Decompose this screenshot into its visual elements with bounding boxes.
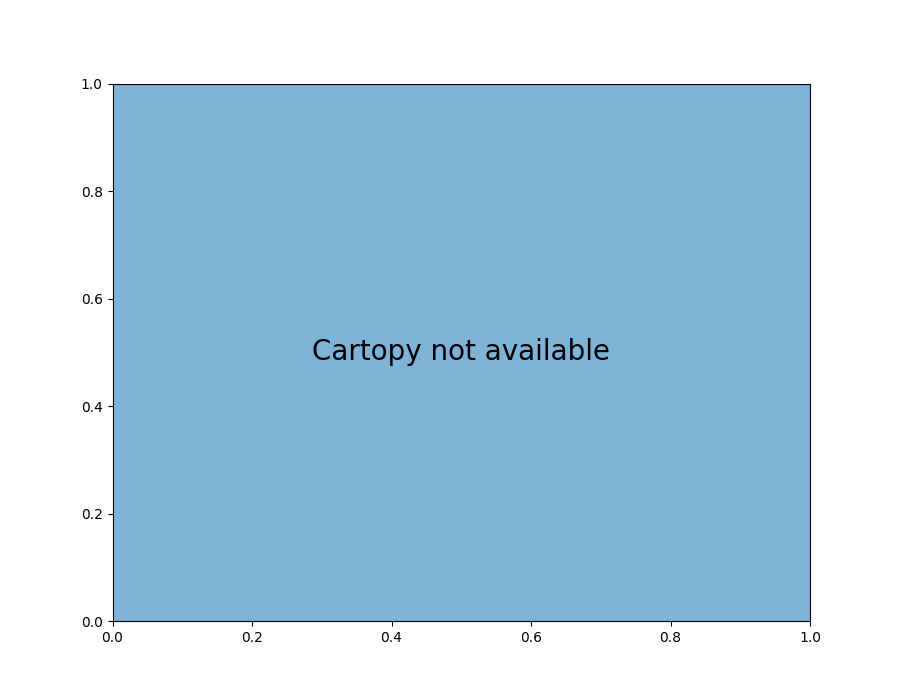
Text: Cartopy not available: Cartopy not available	[312, 339, 610, 366]
